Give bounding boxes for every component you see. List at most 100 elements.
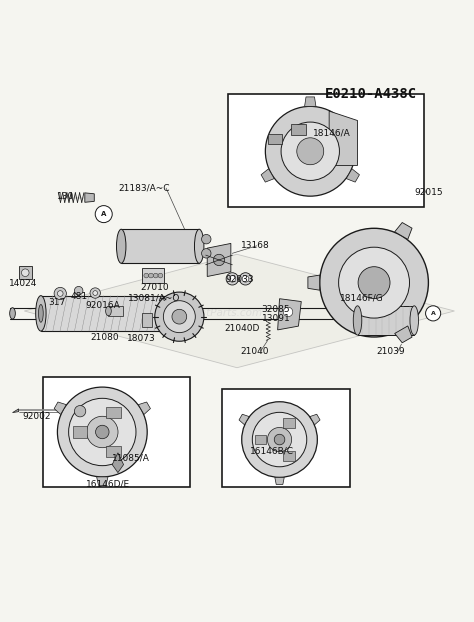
Bar — [357, 306, 414, 335]
Circle shape — [87, 416, 118, 448]
Text: 11085/A: 11085/A — [112, 454, 150, 463]
Polygon shape — [112, 453, 124, 473]
Bar — [41, 295, 173, 331]
Ellipse shape — [9, 308, 15, 319]
Text: 92016A: 92016A — [86, 301, 120, 310]
Ellipse shape — [168, 295, 178, 331]
Circle shape — [297, 138, 324, 165]
Polygon shape — [12, 409, 18, 412]
Polygon shape — [283, 451, 295, 461]
Bar — [121, 230, 199, 263]
Bar — [109, 306, 123, 316]
Polygon shape — [395, 223, 412, 239]
Text: 18073: 18073 — [128, 334, 156, 343]
Circle shape — [54, 287, 66, 300]
Polygon shape — [138, 402, 150, 414]
Circle shape — [149, 273, 154, 278]
Text: A: A — [101, 211, 106, 217]
Text: 13091: 13091 — [262, 314, 291, 323]
Circle shape — [283, 307, 293, 317]
Polygon shape — [310, 414, 320, 425]
Circle shape — [229, 276, 236, 282]
Circle shape — [96, 425, 109, 439]
Polygon shape — [261, 169, 274, 182]
Text: 317: 317 — [48, 299, 65, 307]
Text: 21040D: 21040D — [225, 323, 260, 333]
Text: 92002: 92002 — [22, 412, 51, 421]
Circle shape — [90, 288, 100, 298]
Circle shape — [426, 306, 441, 321]
Text: 481: 481 — [71, 292, 88, 301]
Circle shape — [95, 206, 112, 223]
Circle shape — [226, 272, 238, 285]
Text: 32085: 32085 — [262, 305, 290, 313]
Polygon shape — [107, 407, 120, 418]
Polygon shape — [275, 477, 284, 485]
Text: 14024: 14024 — [9, 279, 37, 288]
Text: 130: 130 — [56, 192, 74, 201]
Ellipse shape — [410, 306, 419, 335]
Polygon shape — [73, 426, 87, 438]
Text: 21039: 21039 — [376, 347, 405, 356]
Circle shape — [252, 412, 307, 466]
Ellipse shape — [38, 305, 43, 322]
Circle shape — [154, 273, 158, 278]
Circle shape — [319, 228, 428, 337]
Polygon shape — [395, 326, 412, 343]
Polygon shape — [85, 193, 94, 202]
Bar — [222, 389, 350, 487]
Bar — [142, 269, 164, 282]
Text: 18146F/G: 18146F/G — [340, 294, 384, 303]
Polygon shape — [107, 446, 120, 457]
Text: eReplacementParts.com: eReplacementParts.com — [136, 309, 263, 318]
Polygon shape — [305, 97, 316, 106]
Polygon shape — [283, 419, 295, 428]
Circle shape — [267, 427, 292, 452]
Text: 21183/A~C: 21183/A~C — [118, 183, 169, 193]
Polygon shape — [329, 111, 357, 165]
Circle shape — [201, 234, 211, 244]
Polygon shape — [97, 477, 108, 485]
Circle shape — [57, 387, 147, 477]
Ellipse shape — [36, 295, 46, 331]
Circle shape — [144, 273, 149, 278]
Circle shape — [155, 292, 204, 341]
Circle shape — [242, 276, 249, 282]
Circle shape — [338, 247, 410, 318]
Text: 18146/A: 18146/A — [313, 129, 350, 138]
Polygon shape — [24, 254, 455, 368]
Bar — [228, 93, 424, 207]
Text: 13168: 13168 — [241, 241, 270, 250]
Ellipse shape — [353, 306, 362, 335]
Polygon shape — [346, 169, 359, 182]
Circle shape — [164, 300, 195, 333]
Circle shape — [201, 249, 211, 258]
Text: 27010: 27010 — [141, 283, 169, 292]
Ellipse shape — [117, 230, 126, 263]
Circle shape — [274, 434, 285, 445]
Ellipse shape — [106, 306, 111, 316]
Circle shape — [213, 254, 225, 266]
Text: 21040: 21040 — [241, 346, 269, 356]
Circle shape — [21, 269, 29, 277]
Bar — [142, 313, 152, 327]
Circle shape — [281, 122, 339, 180]
Polygon shape — [239, 414, 249, 425]
Bar — [292, 124, 306, 135]
Bar — [43, 377, 190, 487]
Circle shape — [93, 290, 98, 295]
Polygon shape — [54, 402, 66, 414]
Polygon shape — [255, 435, 266, 444]
Bar — [18, 266, 32, 279]
Bar — [268, 134, 282, 144]
Ellipse shape — [194, 230, 204, 263]
Text: 92033: 92033 — [226, 276, 254, 284]
Text: 13081/A~O: 13081/A~O — [128, 293, 181, 302]
Circle shape — [74, 286, 83, 295]
Circle shape — [358, 267, 390, 299]
Text: 16146D/E: 16146D/E — [86, 480, 130, 488]
Text: 21080: 21080 — [91, 333, 119, 342]
Circle shape — [158, 273, 163, 278]
Circle shape — [74, 406, 86, 417]
Text: 16146B/C: 16146B/C — [250, 447, 294, 455]
